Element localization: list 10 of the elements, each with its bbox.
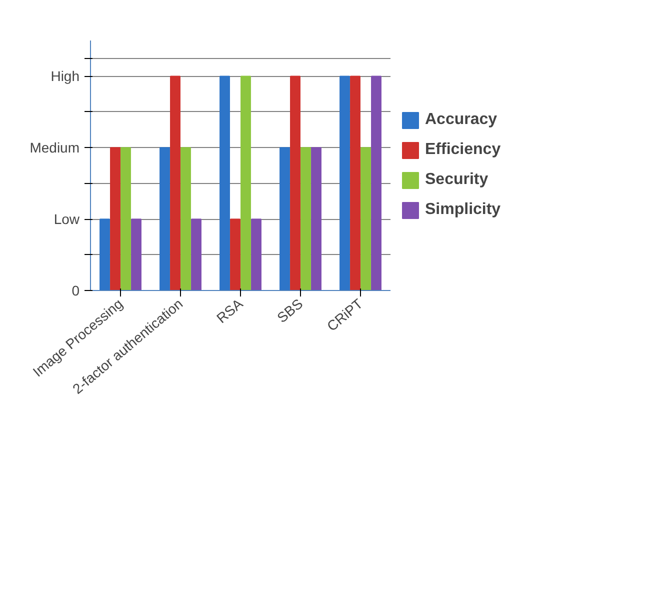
legend-label: Efficiency bbox=[425, 141, 501, 159]
text: Medium bbox=[30, 140, 80, 156]
text: High bbox=[50, 68, 80, 84]
text: Low bbox=[54, 211, 80, 228]
x-tick-label: SBS bbox=[274, 295, 306, 326]
x-tick-label: RSA bbox=[213, 294, 246, 326]
legend-label: Security bbox=[425, 171, 488, 189]
legend-label: Accuracy bbox=[425, 111, 498, 129]
text: 0 bbox=[72, 282, 80, 298]
legend-label: Simplicity bbox=[425, 201, 501, 219]
